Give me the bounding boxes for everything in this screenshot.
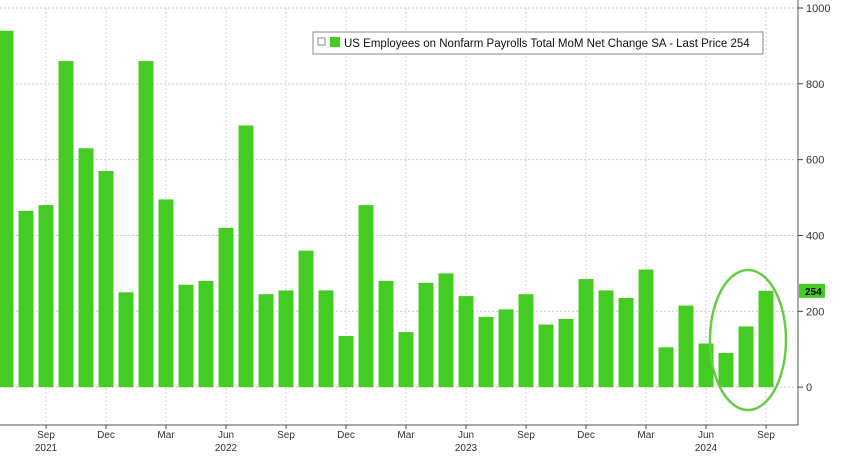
bar — [638, 269, 654, 388]
y-tick-label: 0 — [806, 382, 812, 394]
x-tick-label: Dec — [97, 430, 115, 441]
bar — [678, 305, 694, 388]
bar — [658, 347, 674, 388]
bar — [178, 284, 194, 388]
y-tick-label: 200 — [806, 306, 824, 318]
highlight-ellipse — [708, 268, 788, 412]
x-tick-label: Jun — [458, 430, 474, 441]
x-tick-label: Dec — [337, 430, 355, 441]
bar — [0, 30, 14, 388]
last-price-marker — [799, 283, 825, 298]
bar — [478, 316, 494, 388]
bar — [318, 290, 334, 388]
bar — [418, 282, 434, 388]
x-tick-label: Mar — [637, 430, 655, 441]
bar — [238, 125, 254, 388]
x-tick-label: Mar — [157, 430, 175, 441]
x-tick-label: Sep — [757, 430, 775, 441]
bar — [538, 324, 554, 388]
x-year-label: 2023 — [455, 443, 478, 454]
x-tick-label: Sep — [37, 430, 55, 441]
legend-toggle-icon — [317, 37, 326, 46]
bar — [498, 309, 514, 388]
bar — [558, 318, 574, 388]
bar — [338, 335, 354, 388]
bar — [438, 273, 454, 388]
bar — [758, 290, 774, 388]
y-tick-label: 1000 — [806, 3, 830, 15]
last-price-label: 254 — [805, 287, 822, 298]
x-tick-label: Jun — [698, 430, 714, 441]
bar — [138, 61, 154, 388]
x-tick-label: Jun — [218, 430, 234, 441]
bar — [458, 296, 474, 388]
x-year-label: 2021 — [35, 443, 58, 454]
bar — [718, 352, 734, 388]
bar — [198, 280, 214, 388]
bar — [78, 148, 94, 388]
bar — [518, 294, 534, 388]
bar — [578, 279, 594, 388]
bar — [398, 332, 414, 388]
bar — [258, 294, 274, 388]
bar — [98, 171, 114, 388]
legend-box — [312, 31, 764, 55]
bar — [218, 227, 234, 388]
x-tick-label: Dec — [577, 430, 595, 441]
bar — [38, 205, 54, 388]
bar — [278, 290, 294, 388]
legend-swatch — [330, 37, 340, 47]
bar — [298, 250, 314, 388]
x-tick-label: Sep — [277, 430, 295, 441]
y-tick-label: 800 — [806, 79, 824, 91]
y-tick-label: 400 — [806, 230, 824, 242]
x-tick-label: Mar — [397, 430, 415, 441]
bar — [738, 326, 754, 388]
bar — [58, 61, 74, 388]
bar — [158, 199, 174, 388]
bar — [618, 298, 634, 388]
bar — [18, 210, 34, 388]
bar — [378, 280, 394, 388]
legend-label: US Employees on Nonfarm Payrolls Total M… — [344, 38, 750, 50]
bar — [598, 290, 614, 388]
bar — [118, 292, 134, 388]
x-tick-label: Sep — [517, 430, 535, 441]
bar — [358, 205, 374, 388]
x-year-label: 2022 — [215, 443, 238, 454]
y-tick-label: 600 — [806, 155, 824, 167]
x-year-label: 2024 — [695, 443, 718, 454]
